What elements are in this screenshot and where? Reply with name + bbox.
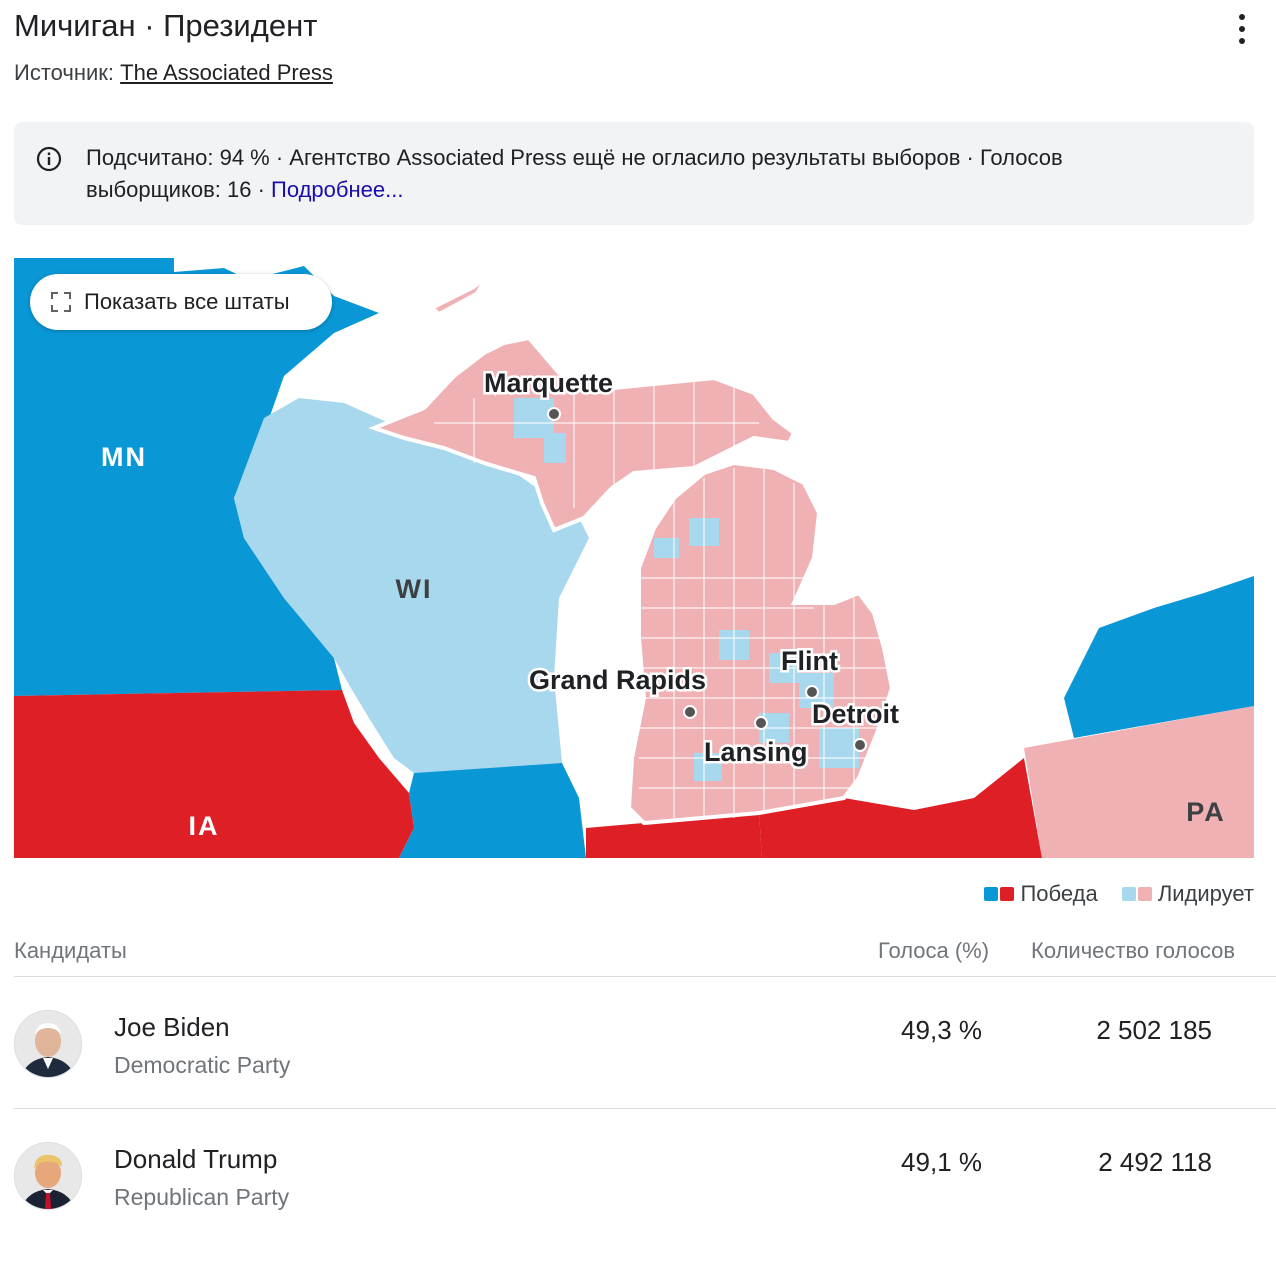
upper-peninsula bbox=[368, 335, 797, 533]
more-options-icon[interactable] bbox=[1228, 12, 1256, 46]
candidate-name: Joe Biden bbox=[114, 1012, 230, 1042]
legend-swatch-dem-win bbox=[984, 887, 999, 902]
page-title: Мичиган · Президент bbox=[14, 8, 318, 43]
state-il bbox=[399, 763, 586, 858]
column-header-candidates: Кандидаты bbox=[14, 938, 127, 963]
state-label-wi: WI bbox=[396, 574, 433, 604]
candidate-row[interactable]: Joe Biden Democratic Party 49,3 % 2 502 … bbox=[14, 1010, 1276, 1130]
city-label-marquette: Marquette bbox=[484, 368, 613, 398]
legend-lead: Лидирует bbox=[1121, 880, 1254, 907]
candidate-party: Republican Party bbox=[114, 1184, 290, 1210]
info-icon bbox=[36, 146, 62, 172]
table-divider bbox=[14, 976, 1276, 977]
table-divider bbox=[14, 1108, 1276, 1109]
city-dot-grand-rapids bbox=[683, 705, 697, 719]
city-dot-flint bbox=[805, 685, 819, 699]
county-lead-dem bbox=[514, 398, 554, 438]
county-lead-dem bbox=[544, 433, 566, 463]
notice-text: Подсчитано: 94 % · Агентство Associated … bbox=[86, 142, 1196, 206]
column-header-votes: Количество голосов bbox=[1031, 938, 1236, 963]
legend-swatch-dem-lead bbox=[1121, 887, 1136, 902]
candidate-row[interactable]: Donald Trump Republican Party 49,1 % 2 4… bbox=[14, 1142, 1276, 1262]
map-svg: MN WI IA PA Marquette Grand Rapids Flint… bbox=[14, 258, 1254, 858]
results-notice: Подсчитано: 94 % · Агентство Associated … bbox=[14, 122, 1254, 225]
city-dot-lansing bbox=[754, 716, 768, 730]
show-all-states-label: Показать все штаты bbox=[84, 289, 290, 314]
state-pa bbox=[1024, 706, 1254, 858]
notice-body: Подсчитано: 94 % · Агентство Associated … bbox=[86, 145, 1063, 202]
city-dot-detroit bbox=[853, 738, 867, 752]
election-map[interactable]: MN WI IA PA Marquette Grand Rapids Flint… bbox=[14, 258, 1254, 858]
state-label-mn: MN bbox=[101, 442, 147, 472]
city-label-detroit: Detroit bbox=[812, 699, 899, 729]
map-legend: Победа Лидирует bbox=[966, 880, 1254, 908]
vote-percentage: 49,3 % bbox=[901, 1015, 982, 1045]
column-header-pct: Голоса (%) bbox=[878, 938, 990, 963]
candidate-avatar-biden bbox=[14, 1010, 82, 1078]
legend-win-label: Победа bbox=[1020, 881, 1098, 907]
county-lead-dem bbox=[654, 538, 679, 558]
show-all-states-button[interactable]: Показать все штаты bbox=[30, 274, 332, 330]
city-label-grand-rapids: Grand Rapids bbox=[529, 665, 706, 695]
state-ny bbox=[1064, 576, 1254, 738]
source-prefix: Источник: bbox=[14, 60, 115, 85]
isle-royale bbox=[432, 279, 485, 315]
state-label-pa: PA bbox=[1186, 797, 1226, 827]
state-oh bbox=[759, 758, 1042, 858]
county-lead-dem bbox=[819, 728, 859, 768]
source-link[interactable]: The Associated Press bbox=[120, 60, 333, 85]
legend-lead-label: Лидирует bbox=[1157, 881, 1254, 907]
candidate-party: Democratic Party bbox=[114, 1052, 291, 1078]
vote-count: 2 492 118 bbox=[1098, 1147, 1212, 1177]
legend-win: Победа bbox=[984, 880, 1098, 907]
city-label-lansing: Lansing bbox=[704, 737, 808, 767]
city-label-flint: Flint bbox=[781, 646, 838, 676]
source-line: Источник: The Associated Press bbox=[14, 60, 333, 86]
vote-count: 2 502 185 bbox=[1096, 1015, 1212, 1045]
candidate-avatar-trump bbox=[14, 1142, 82, 1210]
more-info-link[interactable]: Подробнее... bbox=[271, 177, 404, 202]
state-label-ia: IA bbox=[189, 811, 220, 841]
vote-percentage: 49,1 % bbox=[901, 1147, 982, 1177]
state-in bbox=[586, 813, 762, 858]
candidate-name: Donald Trump bbox=[114, 1144, 278, 1174]
state-wi bbox=[234, 398, 589, 773]
legend-swatch-rep-win bbox=[1000, 887, 1015, 902]
city-dot-marquette bbox=[547, 407, 561, 421]
state-ia bbox=[14, 690, 414, 858]
legend-swatch-rep-lead bbox=[1137, 887, 1152, 902]
expand-icon bbox=[51, 292, 71, 312]
state-mn bbox=[14, 258, 379, 696]
